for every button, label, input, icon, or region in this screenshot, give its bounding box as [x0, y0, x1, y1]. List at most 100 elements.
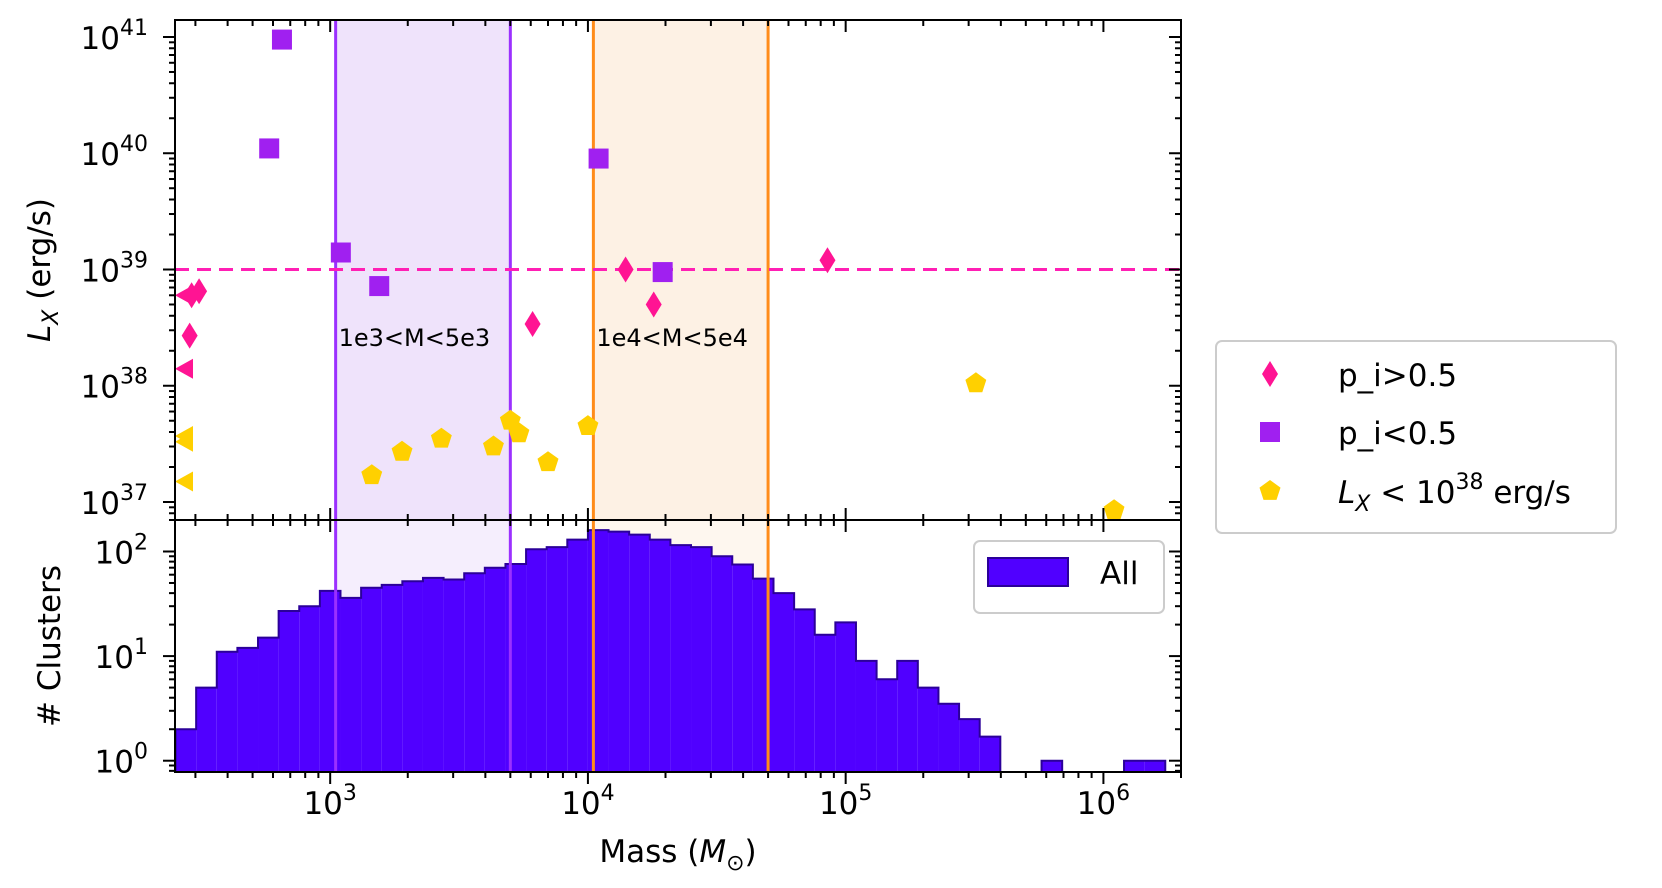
histogram-bar	[629, 534, 650, 772]
histogram-bar	[711, 556, 733, 772]
y-tick-label-bottom-0: 100	[95, 740, 148, 781]
band-label-1: 1e4<M<5e4	[596, 324, 748, 352]
histogram-bar	[258, 637, 279, 772]
data-point-s0-5	[645, 291, 662, 318]
histogram-bar	[649, 539, 671, 772]
y-tick-label-bottom-1: 101	[95, 635, 148, 676]
data-point-s1-1	[175, 358, 193, 379]
histogram-bar	[546, 547, 568, 772]
histogram-bar	[526, 549, 547, 772]
histogram-frame	[174, 519, 1182, 773]
histogram-bar	[361, 587, 382, 772]
histogram-bars	[175, 529, 1167, 772]
histogram-bar	[752, 578, 774, 772]
legend-label-p-high: p_i>0.5	[1338, 358, 1457, 394]
data-point-s3-0	[361, 464, 383, 485]
y-axis-label-top: LX (erg/s)	[22, 198, 64, 342]
x-axis-label: Mass (M⊙)	[599, 834, 756, 876]
data-point-s1-0	[175, 285, 193, 306]
histogram-bar	[938, 703, 960, 772]
y-axis-label-bottom: # Clusters	[32, 565, 68, 727]
y-tick-label-bottom-2: 102	[95, 530, 148, 571]
histogram-bar	[340, 597, 362, 772]
legend-label-low-lum: LX < 1038 erg/s	[1338, 470, 1571, 517]
data-point-s2-3	[369, 276, 390, 297]
histogram-bar	[959, 719, 980, 772]
histogram-bar	[464, 573, 485, 772]
data-point-s3-4	[499, 409, 521, 430]
y-tick-label-top-2: 1039	[81, 248, 148, 289]
data-point-s2-5	[652, 262, 673, 283]
histogram-bar	[794, 609, 815, 772]
data-point-s3-9	[1103, 499, 1125, 520]
data-point-s3-3	[483, 435, 504, 456]
legend-label-p-low: p_i<0.5	[1338, 416, 1457, 452]
histogram-bar	[608, 531, 630, 772]
histogram-bar	[670, 545, 692, 772]
histogram-bar	[691, 547, 712, 772]
histogram-bar	[505, 563, 527, 772]
histogram-legend: All	[973, 540, 1165, 614]
histogram-bar	[319, 590, 341, 772]
histogram-bar	[299, 606, 320, 772]
histogram-bar	[587, 530, 609, 772]
data-point-s2-0	[271, 29, 292, 50]
data-point-s2-4	[588, 148, 609, 169]
histogram-bar	[175, 729, 197, 772]
data-point-s0-3	[524, 310, 541, 337]
data-point-s3-1	[391, 440, 413, 461]
scatter-panel: 1e3<M<5e3 1e4<M<5e4 10371038103910401041 …	[22, 16, 1182, 522]
histogram-bar	[1124, 760, 1145, 772]
x-tick-label-2: 105	[819, 781, 872, 822]
x-ticks: 103 104 105 106	[303, 781, 1130, 822]
histogram-bar	[237, 647, 259, 772]
band-label-layer: 1e3<M<5e3 1e4<M<5e4	[339, 324, 748, 352]
histogram-bar	[443, 579, 465, 772]
legend-label-all: All	[1100, 556, 1138, 592]
data-point-s2-1	[259, 138, 280, 159]
data-point-s3-5	[508, 422, 530, 443]
histogram-bar	[979, 736, 1001, 772]
data-point-s0-6	[819, 247, 836, 274]
histogram-bar	[381, 584, 403, 772]
scatter-legend: p_i>0.5 p_i<0.5 LX < 1038 erg/s	[1215, 340, 1617, 534]
legend-marker-1	[1260, 422, 1280, 442]
data-point-s3-6	[537, 451, 559, 472]
data-point-s2-2	[330, 242, 351, 263]
bottom-y-ticks: 100 101 102	[95, 519, 1181, 781]
histogram-bar	[897, 660, 918, 772]
histogram-bar	[773, 593, 795, 772]
band-label-0: 1e3<M<5e3	[339, 324, 491, 352]
band-lines-bottom	[334, 520, 770, 772]
histogram-bar	[567, 539, 588, 772]
y-tick-label-top-3: 1040	[81, 132, 148, 173]
data-point-s3-8	[965, 372, 987, 393]
histogram-bar	[402, 581, 423, 772]
data-point-s0-2	[181, 322, 198, 349]
histogram-bar	[422, 577, 444, 772]
histogram-outline	[175, 529, 1167, 772]
data-point-s3-7	[577, 415, 599, 435]
data-point-s4-1	[175, 431, 193, 452]
histogram-bar	[732, 564, 753, 772]
histogram-bar	[484, 567, 506, 772]
histogram-bar	[278, 610, 300, 772]
legend-marker-0	[1262, 361, 1278, 387]
data-point-s0-1	[191, 278, 208, 305]
legend-marker-2	[1259, 480, 1281, 500]
y-tick-label-top-4: 1041	[81, 16, 148, 57]
y-tick-label-top-0: 1037	[81, 481, 148, 522]
histogram-bar	[835, 622, 856, 772]
histogram-bar	[196, 687, 217, 772]
legend-swatch-all	[987, 557, 1069, 587]
top-y-ticks: 1037 1038 1039 1040 1041	[81, 16, 1181, 522]
histogram-bar	[1144, 760, 1166, 772]
histogram-bar	[814, 634, 836, 772]
data-point-s4-2	[175, 471, 193, 492]
x-tick-label-3: 106	[1077, 781, 1130, 822]
points-layer	[175, 29, 1125, 520]
histogram-bar	[216, 651, 238, 772]
y-tick-label-top-1: 1038	[81, 365, 148, 406]
histogram-panel: 100 101 102 103 104 105 106 # Clusters Mass (…	[32, 519, 1182, 876]
